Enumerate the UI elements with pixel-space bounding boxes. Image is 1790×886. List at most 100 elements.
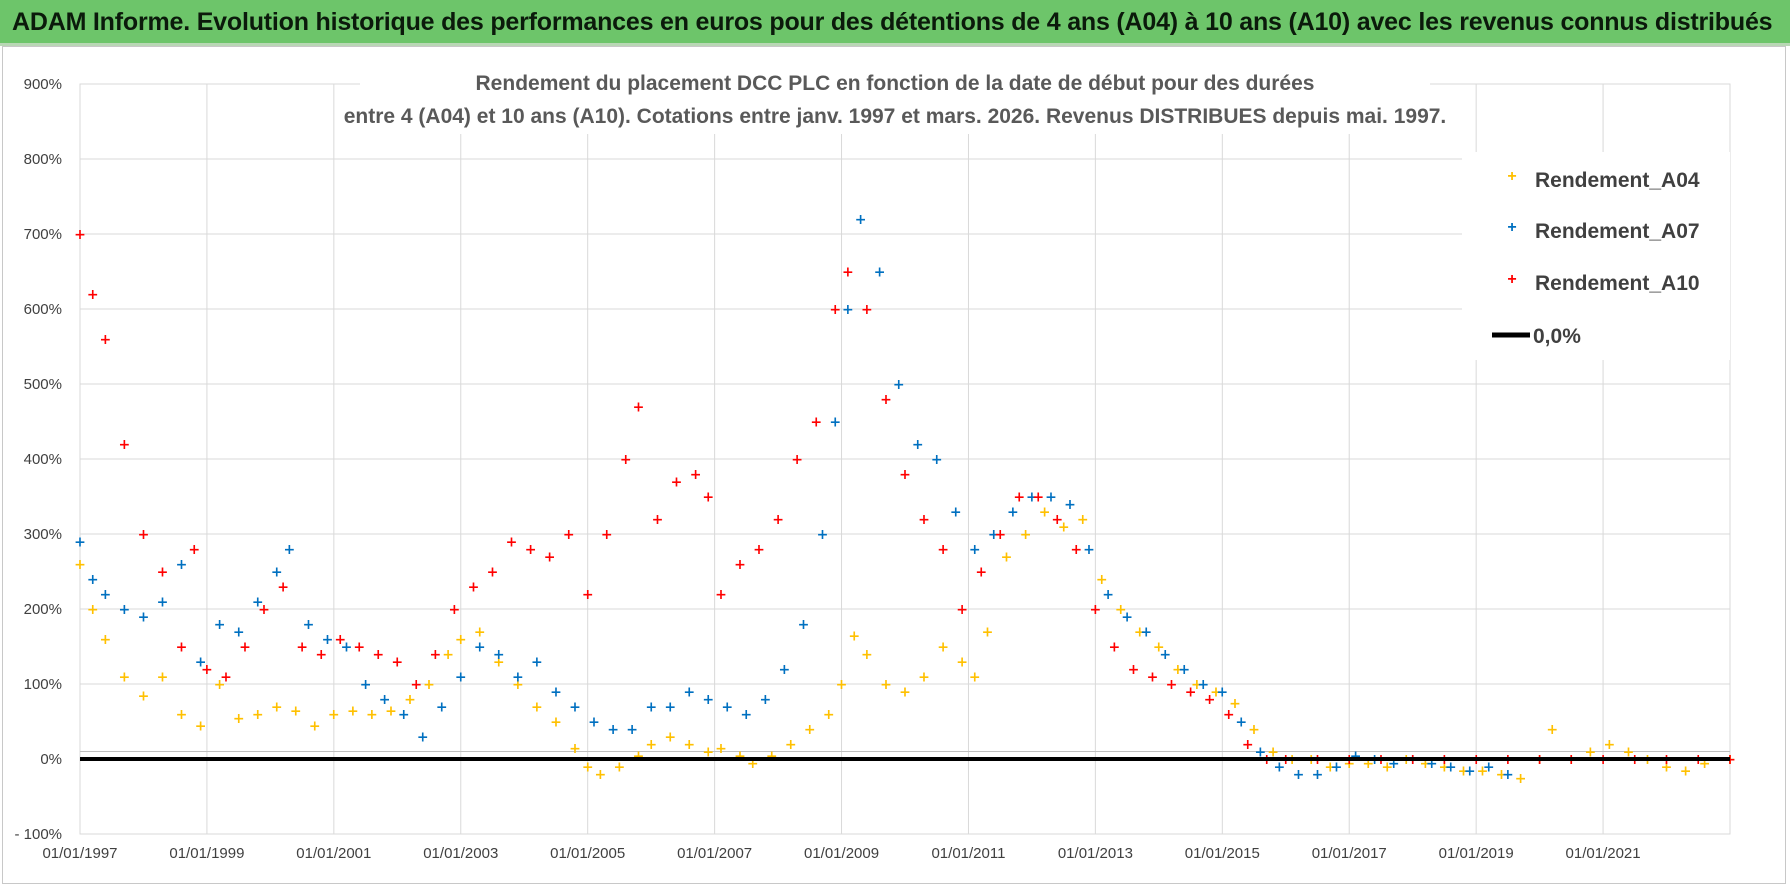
data-point-a04: +: [747, 756, 759, 772]
data-point-a04: +: [899, 685, 911, 701]
data-point-a07: +: [874, 265, 886, 281]
data-point-a07: +: [271, 565, 283, 581]
x-tick-label: 01/01/2005: [550, 845, 625, 862]
data-point-a10: +: [1032, 490, 1044, 506]
data-point-a04: +: [1210, 685, 1222, 701]
data-point-a10: +: [1166, 677, 1178, 693]
data-point-a10: +: [918, 512, 930, 528]
data-point-a07: +: [1140, 625, 1152, 641]
data-point-a10: +: [601, 527, 613, 543]
data-point-a07: +: [893, 377, 905, 393]
data-point-a07: +: [969, 542, 981, 558]
data-point-a10: +: [87, 287, 99, 303]
data-point-a10: +: [620, 452, 632, 468]
data-point-a10: +: [258, 602, 270, 618]
data-point-a04: +: [645, 737, 657, 753]
x-tick-label: 01/01/1997: [42, 845, 117, 862]
legend-item-a07[interactable]: + Rendement_A07: [1507, 219, 1699, 243]
data-point-a07: +: [988, 527, 1000, 543]
x-tick-label: 01/01/2009: [804, 845, 879, 862]
data-point-a04: +: [823, 707, 835, 723]
data-point-a04: +: [1001, 550, 1013, 566]
data-point-a07: +: [1178, 662, 1190, 678]
x-tick-label: 01/01/2019: [1439, 845, 1514, 862]
data-point-a07: +: [1255, 745, 1267, 761]
data-point-a04: +: [918, 670, 930, 686]
data-point-a10: +: [1242, 737, 1254, 753]
data-point-a10: +: [296, 640, 308, 656]
y-tick-label: 600%: [24, 301, 62, 318]
data-point-a04: +: [442, 647, 454, 663]
data-point-a04: +: [1191, 677, 1203, 693]
data-point-a07: +: [1293, 767, 1305, 783]
legend-item-zero[interactable]: 0,0%: [1492, 325, 1581, 348]
data-point-a04: +: [1020, 527, 1032, 543]
data-point-a10: +: [753, 542, 765, 558]
data-point-a07: +: [1045, 490, 1057, 506]
data-point-a04: +: [366, 707, 378, 723]
data-point-a04: +: [1458, 763, 1470, 779]
data-point-a07: +: [950, 505, 962, 521]
data-point-a07: +: [1121, 610, 1133, 626]
data-point-a04: +: [1153, 640, 1165, 656]
legend-item-a04[interactable]: + Rendement_A04: [1507, 168, 1700, 192]
data-point-a07: +: [721, 700, 733, 716]
data-point-a04: +: [195, 718, 207, 734]
data-point-a07: +: [1274, 760, 1286, 776]
data-point-a10: +: [1223, 707, 1235, 723]
legend-item-a10[interactable]: + Rendement_A10: [1507, 271, 1699, 295]
x-tick-label: 01/01/2001: [296, 845, 371, 862]
data-point-a10: +: [188, 542, 200, 558]
y-tick-label: 200%: [24, 601, 62, 618]
data-point-a07: +: [512, 670, 524, 686]
data-point-a04: +: [1477, 763, 1489, 779]
data-point-a10: +: [74, 227, 86, 243]
data-point-a07: +: [398, 707, 410, 723]
data-point-a04: +: [1546, 722, 1558, 738]
chart-frame: [2, 46, 1786, 884]
data-point-a07: +: [855, 212, 867, 228]
data-point-a07: +: [493, 647, 505, 663]
data-point-a07: +: [779, 662, 791, 678]
data-point-a04: +: [683, 737, 695, 753]
data-point-a10: +: [563, 527, 575, 543]
data-point-a10: +: [220, 670, 232, 686]
y-tick-label: - 100%: [14, 826, 62, 843]
data-point-a04: +: [1039, 505, 1051, 521]
data-point-a10: +: [468, 580, 480, 596]
data-point-a10: +: [956, 602, 968, 618]
data-point-a10: +: [157, 565, 169, 581]
data-point-a07: +: [1445, 760, 1457, 776]
data-point-a07: +: [233, 625, 245, 641]
data-point-a07: +: [252, 595, 264, 611]
data-point-a04: +: [804, 722, 816, 738]
data-point-a07: +: [1216, 685, 1228, 701]
data-point-a10: +: [633, 400, 645, 416]
data-point-a10: +: [702, 490, 714, 506]
data-point-a04: +: [1134, 625, 1146, 641]
data-point-a04: +: [176, 707, 188, 723]
x-tick-label: 01/01/2015: [1185, 845, 1260, 862]
data-point-a04: +: [582, 760, 594, 776]
legend-background: [1462, 152, 1730, 360]
y-tick-label: 0%: [40, 751, 62, 768]
data-point-a04: +: [100, 632, 112, 648]
data-point-a04: +: [512, 677, 524, 693]
data-point-a04: +: [74, 557, 86, 573]
data-point-a10: +: [1185, 685, 1197, 701]
data-point-a07: +: [760, 692, 772, 708]
data-point-a04: +: [233, 711, 245, 727]
data-point-a07: +: [1197, 677, 1209, 693]
data-point-a07: +: [176, 557, 188, 573]
data-point-a04: +: [531, 700, 543, 716]
data-point-a04: +: [309, 718, 321, 734]
data-point-a10: +: [1013, 490, 1025, 506]
data-point-a04: +: [861, 647, 873, 663]
y-tick-label: 400%: [24, 451, 62, 468]
data-point-a04: +: [1699, 756, 1711, 772]
data-point-a10: +: [277, 580, 289, 596]
data-point-a07: +: [1426, 756, 1438, 772]
data-point-a04: +: [956, 655, 968, 671]
data-point-a04: +: [1381, 760, 1393, 776]
data-point-a07: +: [798, 617, 810, 633]
